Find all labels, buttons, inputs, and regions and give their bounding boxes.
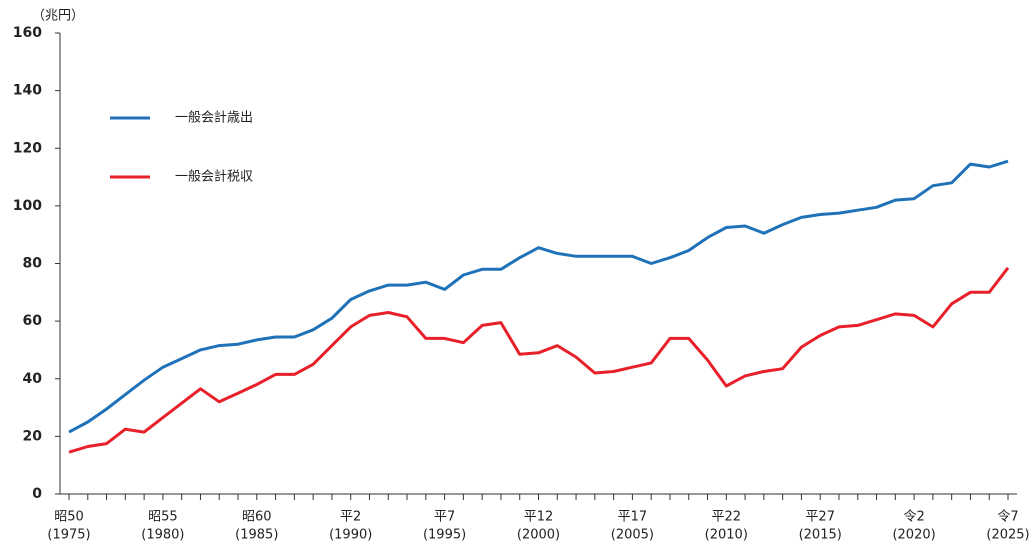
x-tick-label: 平22 <box>712 510 742 525</box>
x-tick-year: (2025) <box>986 528 1029 543</box>
x-tick-year: (2000) <box>517 528 560 543</box>
y-tick-label: 60 <box>23 313 43 329</box>
x-tick-year: (1985) <box>235 528 278 543</box>
x-tick-year: (1990) <box>329 528 372 543</box>
series-line <box>68 159 1009 434</box>
x-tick-label: 平17 <box>618 510 648 525</box>
x-tick-label: 令7 <box>997 510 1018 525</box>
x-tick-year: (1980) <box>141 528 184 543</box>
x-tick-label: 昭60 <box>242 510 272 525</box>
legend-label: 一般会計税収 <box>175 169 253 185</box>
x-tick-label: 平7 <box>434 510 455 525</box>
x-tick-year: (2015) <box>799 528 842 543</box>
series-line <box>68 266 1010 454</box>
y-tick-label: 40 <box>23 371 43 387</box>
x-tick-label: 昭55 <box>148 510 178 525</box>
x-tick-label: 平12 <box>524 510 554 525</box>
y-tick-label: 160 <box>13 25 42 41</box>
x-tick-year: (1995) <box>423 528 466 543</box>
x-tick-year: (2005) <box>611 528 654 543</box>
x-tick-label: 令2 <box>903 510 924 525</box>
x-tick-label: 平27 <box>805 510 835 525</box>
y-tick-label: 140 <box>13 83 42 99</box>
y-tick-label: 80 <box>23 256 43 272</box>
x-tick-label: 昭50 <box>54 510 84 525</box>
y-tick-label: 120 <box>13 140 42 156</box>
x-tick-year: (2020) <box>892 528 935 543</box>
y-axis-label: （兆円） <box>32 9 84 24</box>
x-tick-year: (2010) <box>705 528 748 543</box>
y-tick-label: 20 <box>23 428 43 444</box>
x-tick-label: 平2 <box>340 510 361 525</box>
y-tick-label: 100 <box>13 198 42 214</box>
x-tick-year: (1975) <box>47 528 90 543</box>
y-tick-label: 0 <box>32 486 42 502</box>
legend-label: 一般会計歳出 <box>175 110 253 126</box>
